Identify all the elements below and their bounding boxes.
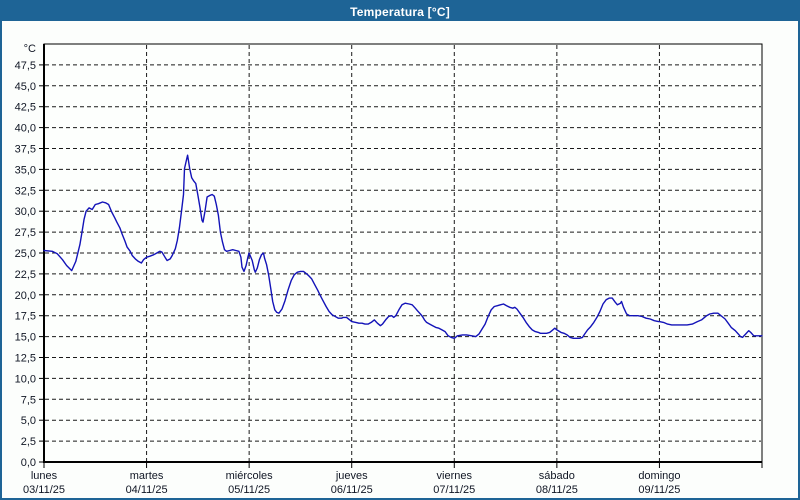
temperature-line	[43, 154, 763, 339]
day-label: jueves	[335, 470, 368, 482]
date-label: 07/11/25	[433, 484, 475, 496]
y-tick-label: 22,5	[15, 269, 36, 281]
y-tick-label: 17,5	[15, 311, 36, 323]
y-tick-label: 2,5	[21, 436, 36, 448]
y-tick-label: 5,0	[21, 415, 36, 427]
y-tick-label: 32,5	[15, 185, 36, 197]
day-label: viernes	[437, 470, 473, 482]
date-label: 04/11/25	[126, 484, 168, 496]
date-label: 09/11/25	[638, 484, 680, 496]
y-tick-label: 10,0	[15, 373, 36, 385]
chart-title: Temperatura [°C]	[350, 4, 450, 19]
y-tick-label: 20,0	[15, 290, 36, 302]
title-bar: Temperatura [°C]	[2, 2, 798, 21]
y-tick-label: 40,0	[15, 123, 36, 135]
y-tick-label: 25,0	[15, 248, 36, 260]
y-unit-label: °C	[24, 43, 36, 55]
y-tick-label: 12,5	[15, 353, 36, 365]
y-tick-label: 0,0	[21, 457, 36, 469]
day-label: sábado	[539, 470, 575, 482]
day-label: domingo	[638, 470, 680, 482]
y-tick-label: 37,5	[15, 144, 36, 156]
y-tick-label: 27,5	[15, 227, 36, 239]
day-label: miércoles	[226, 470, 274, 482]
y-tick-label: 15,0	[15, 332, 36, 344]
date-label: 06/11/25	[331, 484, 373, 496]
y-tick-label: 30,0	[15, 206, 36, 218]
y-tick-label: 7,5	[21, 394, 36, 406]
date-label: 05/11/25	[228, 484, 270, 496]
date-label: 08/11/25	[536, 484, 578, 496]
y-tick-label: 47,5	[15, 60, 36, 72]
y-tick-label: 35,0	[15, 164, 36, 176]
day-label: lunes	[31, 470, 58, 482]
date-label: 03/11/25	[23, 484, 65, 496]
y-tick-label: 42,5	[15, 102, 36, 114]
day-label: martes	[130, 470, 164, 482]
y-tick-label: 45,0	[15, 81, 36, 93]
